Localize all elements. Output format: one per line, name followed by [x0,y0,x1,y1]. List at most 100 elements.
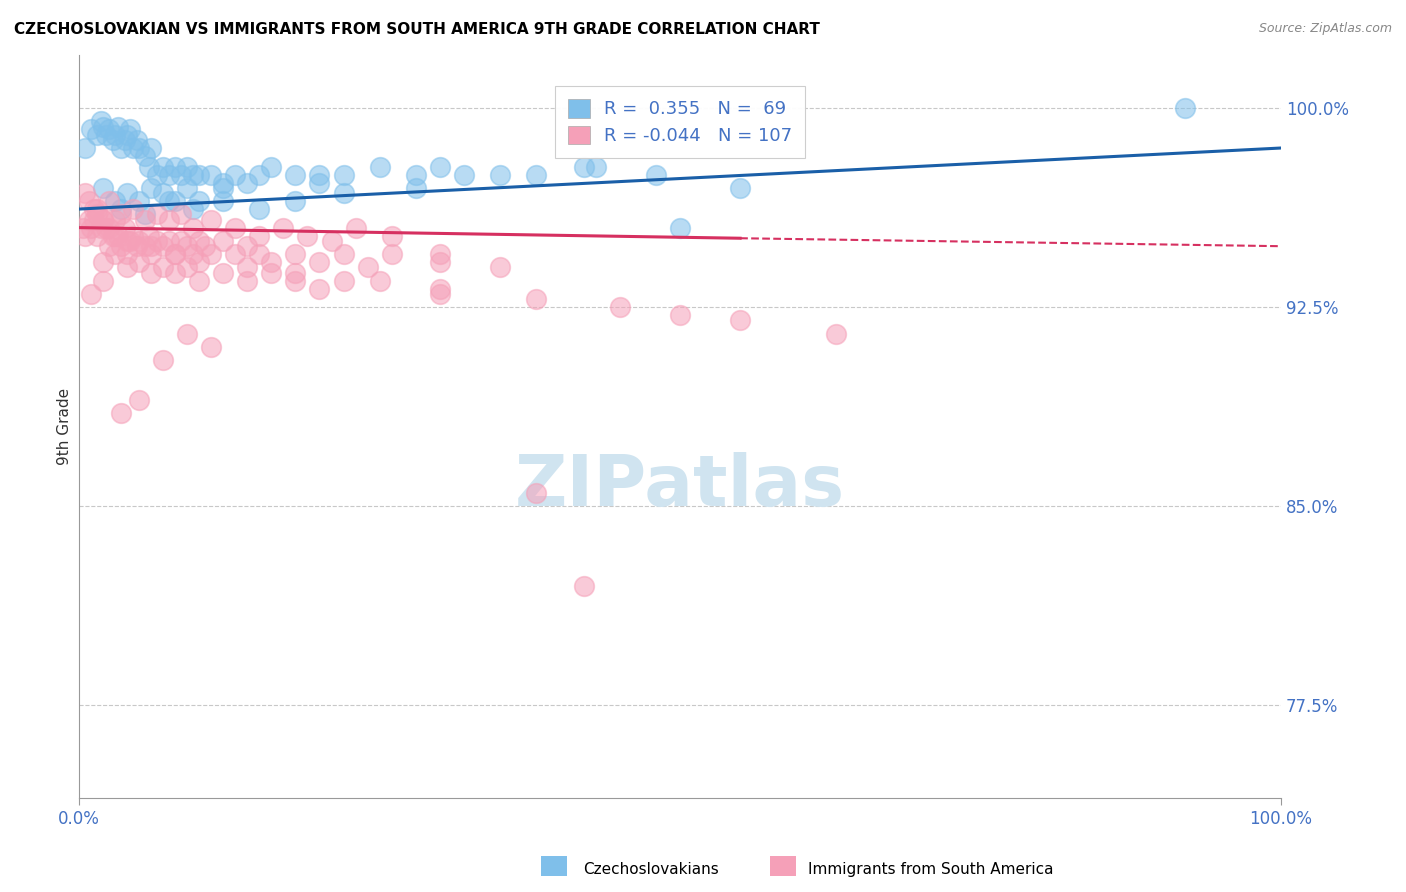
Point [152,186,174,201]
Point [128,393,150,408]
Point [146,207,169,221]
Point [284,247,307,261]
Point [181,202,204,216]
Point [224,247,246,261]
Point [110,239,132,253]
Point [128,234,150,248]
Point [308,282,330,296]
Point [90,220,112,235]
Point [356,260,378,275]
Point [115,260,138,275]
Point [429,255,451,269]
Point [212,234,235,248]
Point [572,160,595,174]
Point [429,160,451,174]
Point [91,212,114,227]
Point [91,255,114,269]
Point [200,212,222,227]
Point [194,239,217,253]
Point [236,260,259,275]
Point [152,160,174,174]
Point [141,181,163,195]
Point [609,300,631,314]
Point [141,266,163,280]
Y-axis label: 9th Grade: 9th Grade [58,388,72,466]
Point [152,353,174,368]
Point [118,122,141,136]
Point [114,133,136,147]
Point [188,255,211,269]
Point [236,274,259,288]
Point [247,228,270,243]
Point [405,181,427,195]
Point [825,326,848,341]
Text: Source: ZipAtlas.com: Source: ZipAtlas.com [1258,22,1392,36]
Point [176,239,198,253]
Point [669,308,692,322]
Point [152,260,174,275]
Point [308,255,330,269]
Point [146,168,169,182]
Point [77,194,100,208]
Point [110,202,132,216]
Point [669,220,692,235]
Point [429,282,451,296]
Point [344,220,367,235]
Point [236,239,259,253]
Point [273,220,295,235]
Point [572,579,595,593]
Point [381,228,404,243]
Point [332,186,354,201]
Point [91,120,114,134]
Point [122,202,145,216]
Point [1174,101,1197,115]
Point [200,247,222,261]
Point [488,260,510,275]
Point [321,234,343,248]
Point [332,274,354,288]
Point [86,128,108,142]
Point [308,176,330,190]
Point [107,120,129,134]
Point [212,266,235,280]
Point [115,128,138,142]
Point [141,247,163,261]
Point [83,202,105,216]
Point [122,141,145,155]
Point [104,212,127,227]
Point [165,266,187,280]
Point [138,160,160,174]
Point [381,247,404,261]
Text: CZECHOSLOVAKIAN VS IMMIGRANTS FROM SOUTH AMERICA 9TH GRADE CORRELATION CHART: CZECHOSLOVAKIAN VS IMMIGRANTS FROM SOUTH… [14,22,820,37]
Point [524,486,547,500]
Point [368,160,391,174]
Point [157,194,180,208]
Point [260,266,283,280]
Point [297,228,319,243]
Point [728,181,751,195]
Point [110,207,132,221]
Point [146,234,169,248]
Point [115,234,138,248]
Point [368,274,391,288]
Text: ZIPatlas: ZIPatlas [515,451,845,521]
Point [212,194,235,208]
Point [165,194,187,208]
Point [224,168,246,182]
Point [115,186,138,201]
Point [260,160,283,174]
Point [284,266,307,280]
Point [134,212,156,227]
Point [128,194,150,208]
Point [110,406,132,420]
Point [72,220,94,235]
Point [728,313,751,327]
Point [165,247,187,261]
Point [157,234,180,248]
Point [524,168,547,182]
Point [104,247,127,261]
Point [645,168,668,182]
Point [170,168,193,182]
Point [152,239,174,253]
Text: Czechoslovakians: Czechoslovakians [583,863,720,877]
